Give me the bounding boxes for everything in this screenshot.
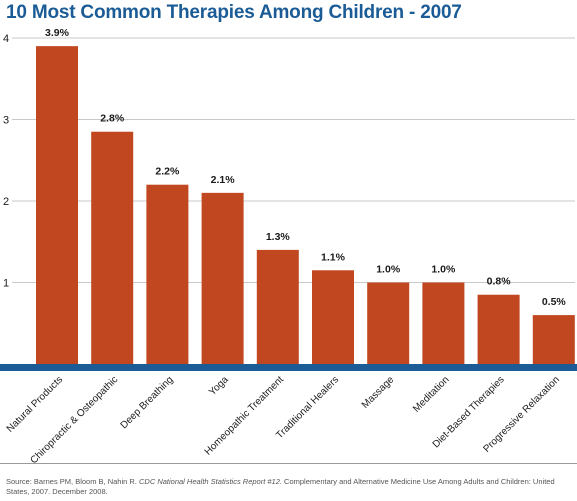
data-label: 1.0% (431, 264, 456, 276)
category-label: Massage (360, 374, 397, 411)
bar (422, 282, 465, 364)
data-label: 2.2% (155, 166, 180, 178)
source-prefix: Source: Barnes PM, Bloom B, Nahin R. (6, 477, 139, 486)
y-tick-label: 2 (3, 196, 9, 208)
category-label: Traditional Healers (274, 374, 341, 441)
category-label: Meditation (411, 374, 451, 414)
footer-divider (0, 463, 577, 464)
y-tick-label: 1 (3, 278, 9, 290)
source-journal: CDC National Health Statistics Report #1… (138, 477, 282, 486)
data-label: 1.0% (376, 264, 401, 276)
data-label: 3.9% (45, 27, 70, 39)
chart-title: 10 Most Common Therapies Among Children … (6, 2, 462, 23)
x-axis-baseline (0, 364, 577, 371)
bar-chart: 1 2 3 4 3.9% Natural Products 2.8% Chiropractic… (0, 27, 577, 465)
source-note: Source: Barnes PM, Bloom B, Nahin R. CDC… (6, 477, 566, 497)
data-label: 0.8% (487, 276, 512, 288)
category-label: Deep Breathing (119, 374, 176, 431)
bar (477, 294, 520, 364)
bar (91, 131, 134, 364)
bar (312, 270, 354, 364)
bar (36, 46, 78, 365)
source-suffix: Complementary and Alternative Medicine U… (6, 477, 555, 496)
data-label: 1.3% (266, 231, 291, 243)
bar (532, 315, 575, 364)
bar (256, 249, 299, 364)
y-tick-label: 3 (3, 115, 9, 127)
y-tick-label: 4 (3, 33, 9, 45)
bar (367, 282, 410, 364)
data-label: 0.5% (542, 296, 567, 308)
data-label: 2.8% (100, 113, 125, 125)
bar (146, 184, 189, 364)
category-label: Chiropractic & Osteopathic (28, 374, 120, 465)
bar (201, 192, 244, 364)
data-label: 2.1% (211, 174, 236, 186)
category-label: Yoga (207, 374, 231, 398)
category-label: Natural Products (5, 374, 65, 434)
data-label: 1.1% (321, 251, 346, 263)
